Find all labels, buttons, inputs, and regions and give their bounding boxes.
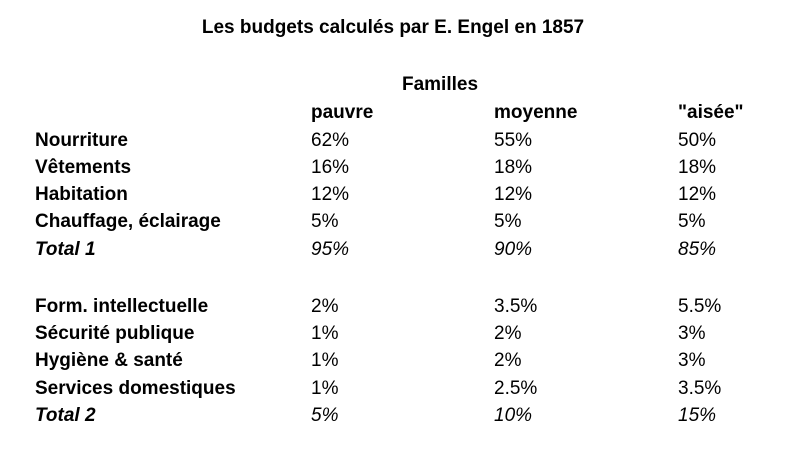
row-label: Sécurité publique: [35, 323, 195, 344]
cell-value: 62%: [311, 130, 350, 151]
cell-value: 12%: [311, 184, 350, 205]
cell-value: 18%: [494, 157, 533, 178]
column-header-pauvre: pauvre: [311, 102, 374, 123]
cell-value: 2%: [494, 323, 522, 344]
column-header-aisee: "aisée": [678, 102, 744, 123]
total-label: Total 1: [35, 239, 96, 260]
cell-value: 1%: [311, 323, 339, 344]
row-label: Chauffage, éclairage: [35, 211, 221, 232]
cell-value: 16%: [311, 157, 350, 178]
cell-value: 55%: [494, 130, 533, 151]
cell-value: 50%: [678, 130, 717, 151]
cell-value: 12%: [494, 184, 533, 205]
cell-value: 1%: [311, 378, 339, 399]
row-label: Vêtements: [35, 157, 132, 178]
total-value: 5%: [311, 405, 339, 426]
cell-value: 5%: [678, 211, 706, 232]
cell-value: 3%: [678, 350, 706, 371]
cell-value: 1%: [311, 350, 339, 371]
cell-value: 3.5%: [678, 378, 722, 399]
page-title: Les budgets calculés par E. Engel en 185…: [201, 17, 585, 38]
total-value: 90%: [494, 239, 533, 260]
row-label: Hygiène & santé: [35, 350, 183, 371]
group-header-familles: Familles: [401, 74, 479, 95]
cell-value: 5%: [311, 211, 339, 232]
row-label: Habitation: [35, 184, 128, 205]
row-label: Services domestiques: [35, 378, 236, 399]
total-value: 85%: [678, 239, 717, 260]
total-value: 95%: [311, 239, 350, 260]
row-label: Nourriture: [35, 130, 128, 151]
total-label: Total 2: [35, 405, 96, 426]
cell-value: 2.5%: [494, 378, 538, 399]
column-header-moyenne: moyenne: [494, 102, 578, 123]
row-label: Form. intellectuelle: [35, 296, 209, 317]
cell-value: 3%: [678, 323, 706, 344]
cell-value: 12%: [678, 184, 717, 205]
cell-value: 2%: [311, 296, 339, 317]
total-value: 15%: [678, 405, 717, 426]
total-value: 10%: [494, 405, 533, 426]
cell-value: 5.5%: [678, 296, 722, 317]
cell-value: 18%: [678, 157, 717, 178]
cell-value: 3.5%: [494, 296, 538, 317]
cell-value: 2%: [494, 350, 522, 371]
cell-value: 5%: [494, 211, 522, 232]
